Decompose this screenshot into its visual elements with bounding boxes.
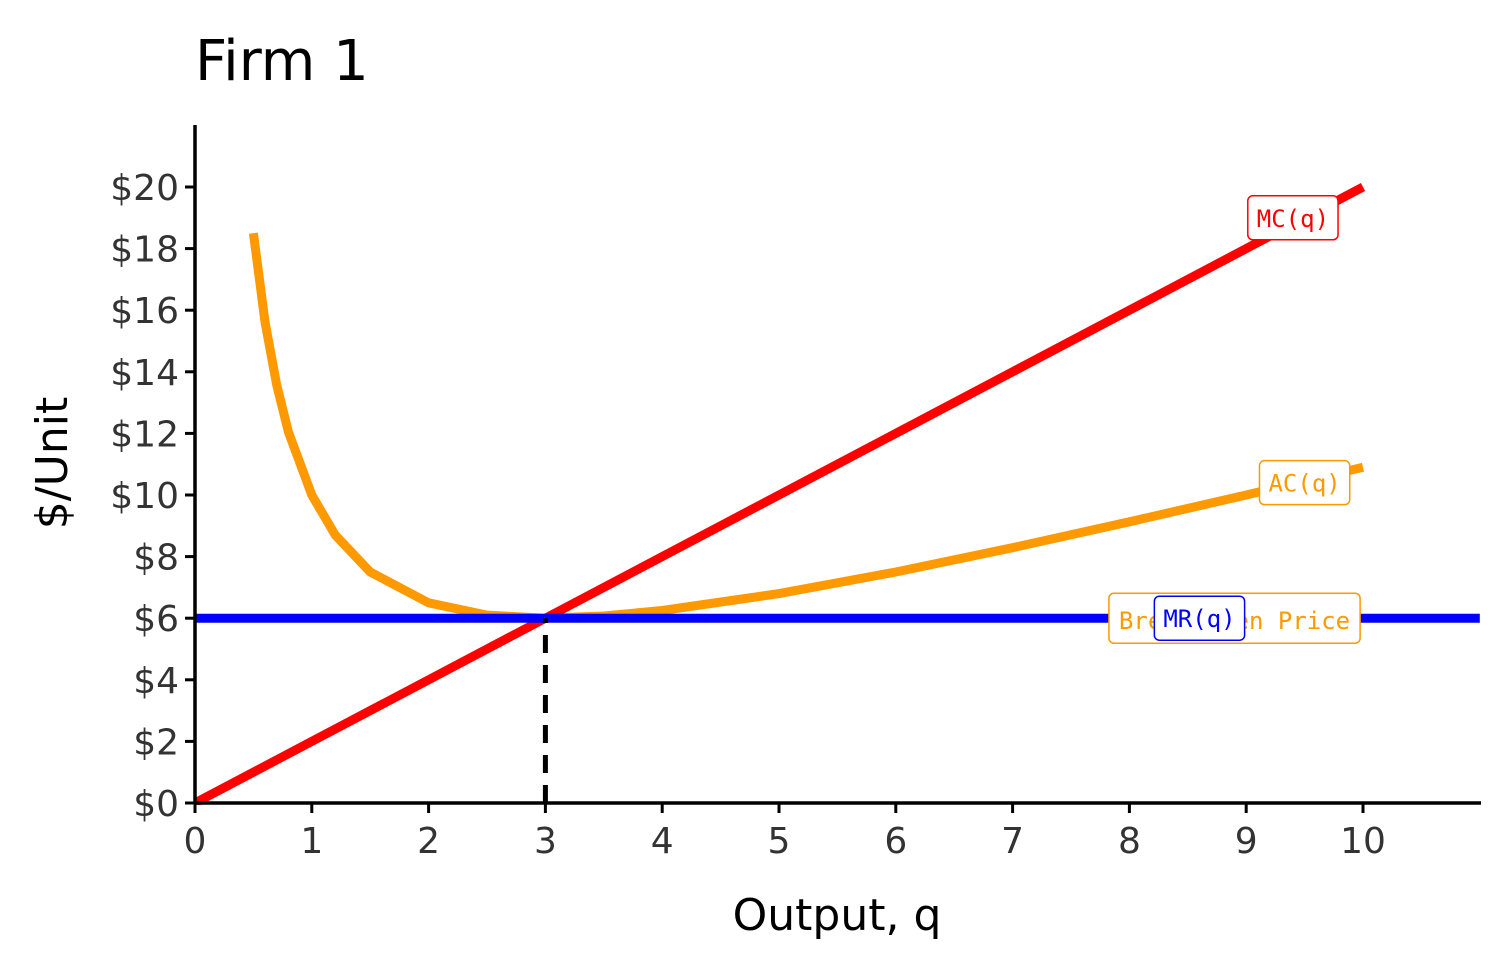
y-tick-label: $20 <box>110 168 179 209</box>
y-axis-ticks: $0 $2 $4 $6 $8 $10 $12 $14 $16 $18 $20 <box>110 168 195 825</box>
y-tick-label: $8 <box>133 538 179 579</box>
x-tick-label: 5 <box>768 821 791 862</box>
label-mcq: MC(q) <box>1247 195 1339 241</box>
x-tick-label: 1 <box>300 821 323 862</box>
svg-text:MR(q): MR(q) <box>1163 605 1235 633</box>
y-tick-label: $12 <box>110 414 179 455</box>
y-tick-label: $14 <box>110 353 179 394</box>
svg-text:MC(q): MC(q) <box>1257 205 1329 233</box>
x-tick-label: 2 <box>417 821 440 862</box>
x-tick-label: 10 <box>1340 821 1386 862</box>
y-tick-label: $0 <box>133 784 179 825</box>
x-tick-label: 9 <box>1235 821 1258 862</box>
x-tick-label: 0 <box>184 821 207 862</box>
x-tick-label: 4 <box>651 821 674 862</box>
svg-text:AC(q): AC(q) <box>1268 470 1340 498</box>
x-axis-ticks: 0 1 2 3 4 5 6 7 8 9 10 <box>184 803 1386 862</box>
x-tick-label: 6 <box>884 821 907 862</box>
x-tick-label: 8 <box>1118 821 1141 862</box>
y-tick-label: $18 <box>110 230 179 271</box>
y-tick-label: $6 <box>133 599 179 640</box>
y-tick-label: $4 <box>133 661 179 702</box>
x-axis-title: Output, q <box>733 890 942 941</box>
label-acq: AC(q) <box>1258 459 1351 506</box>
y-tick-label: $10 <box>110 476 179 517</box>
series-line-mcq <box>195 183 1366 805</box>
y-tick-label: $2 <box>133 722 179 763</box>
series-line-acq <box>248 232 1365 623</box>
x-tick-label: 7 <box>1001 821 1024 862</box>
y-axis-title: $/Unit <box>27 397 78 529</box>
y-tick-label: $16 <box>110 291 179 332</box>
chart-title: Firm 1 <box>195 29 369 94</box>
label-mrq: MR(q) <box>1153 595 1246 641</box>
x-tick-label: 3 <box>534 821 557 862</box>
